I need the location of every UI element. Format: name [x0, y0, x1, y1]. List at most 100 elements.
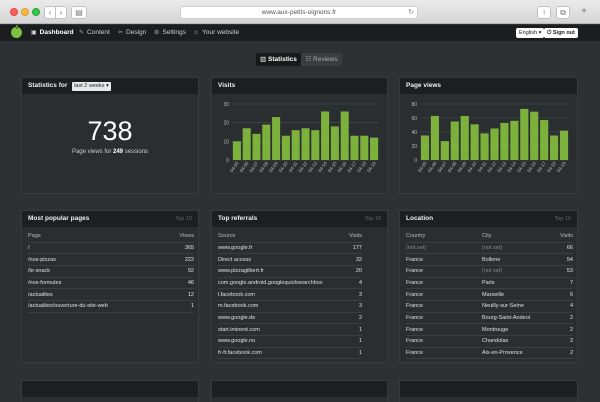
table-row: / 365	[28, 242, 194, 254]
pageviews-ytick-label: 80	[411, 102, 417, 108]
nav-settings-label: Settings	[162, 29, 186, 36]
visits-xtick-label: 04-08	[258, 160, 269, 173]
pageviews-bar[interactable]	[530, 111, 539, 160]
visits-bar[interactable]	[291, 130, 300, 160]
visits-bar[interactable]	[242, 128, 251, 160]
column-header: Views	[179, 233, 194, 240]
table-cell: 4	[358, 279, 362, 286]
address-bar[interactable]: www.aux-petits-oignons.fr ↻	[180, 6, 418, 19]
zoom-window-button[interactable]	[32, 8, 40, 16]
location-top: Top 10	[554, 216, 571, 222]
visits-bar[interactable]	[350, 135, 359, 160]
forward-icon[interactable]: ›	[55, 6, 67, 19]
table-cell: 1	[358, 326, 362, 333]
top-referrals-title: Top referrals	[218, 215, 258, 222]
table-row: /actualites/ouverture-du-site-web 1	[28, 300, 194, 313]
table-row: Direct access 32	[218, 254, 362, 266]
visits-xtick-label: 04-10	[278, 160, 289, 173]
visits-bar[interactable]	[252, 133, 261, 160]
table-cell: Paris	[482, 279, 495, 286]
nav-dashboard[interactable]: ▣ Dashboard	[31, 25, 74, 41]
share-icon[interactable]: ↑	[537, 6, 551, 19]
table-cell: 2	[569, 314, 573, 321]
pageviews-bar[interactable]	[540, 120, 549, 160]
pencil-icon: ✎	[79, 30, 85, 36]
visits-bar[interactable]	[370, 137, 379, 160]
visits-bar[interactable]	[281, 135, 290, 160]
new-tab-icon[interactable]: +	[581, 6, 587, 17]
table-cell: /nos-formules	[28, 279, 62, 286]
table-cell: Direct access	[218, 256, 252, 263]
visits-bar[interactable]	[311, 130, 320, 160]
page-views-caption: Page views for 249 sessions	[22, 149, 198, 155]
pageviews-bar[interactable]	[460, 115, 469, 160]
lower-panel-middle	[211, 380, 388, 402]
visits-bar[interactable]	[262, 124, 271, 160]
pageviews-bar[interactable]	[500, 122, 509, 160]
table-row: m.facebook.com 3	[218, 300, 362, 313]
date-range-select[interactable]: last 2 weeks ▾	[72, 82, 111, 91]
visits-bar[interactable]	[301, 128, 310, 160]
visits-title: Visits	[218, 82, 236, 89]
statistics-title: Statistics for	[28, 82, 68, 89]
logo-icon[interactable]	[11, 25, 22, 38]
nav-dashboard-label: Dashboard	[39, 29, 74, 36]
pageviews-bar[interactable]	[490, 128, 499, 161]
statistics-panel-header: Statistics for last 2 weeks ▾	[22, 78, 198, 94]
table-cell: /	[28, 244, 30, 251]
close-window-button[interactable]	[10, 8, 18, 16]
table-cell: France	[406, 291, 424, 298]
pageviews-xtick-label: 04-14	[506, 160, 517, 173]
visits-bar[interactable]	[272, 117, 281, 160]
minimize-window-button[interactable]	[21, 8, 29, 16]
table-cell: France	[406, 350, 424, 357]
table-cell: 2	[569, 338, 573, 345]
table-row: l.facebook.com 3	[218, 289, 362, 301]
nav-your-website-label: Your website	[202, 29, 240, 36]
browser-chrome: ‹ › ▤ www.aux-petits-oignons.fr ↻ ↑ ⧉ +	[0, 0, 600, 24]
nav-settings[interactable]: ⚙ Settings	[154, 25, 186, 41]
sign-out-button[interactable]: ⏻ Sign out	[544, 28, 578, 38]
pageviews-xtick-label: 04-07	[437, 160, 448, 173]
pageviews-bar[interactable]	[450, 121, 459, 161]
table-cell: m.facebook.com	[218, 303, 259, 310]
tab-reviews[interactable]: ☷ Reviews	[301, 53, 342, 66]
pageviews-bar[interactable]	[510, 120, 519, 160]
visits-bar[interactable]	[340, 111, 349, 160]
table-cell: Marseille	[482, 291, 505, 298]
pageviews-bar[interactable]	[559, 130, 569, 160]
popular-pages-panel: Most popular pages Top 10 Page Views / 36…	[21, 210, 199, 363]
table-cell: 12	[187, 291, 194, 298]
tabs-overview-icon[interactable]: ⧉	[556, 6, 570, 19]
language-select[interactable]: English ▾	[516, 28, 545, 38]
sidebar-icon[interactable]: ▤	[71, 6, 87, 19]
pageviews-bar[interactable]	[430, 115, 439, 160]
pageviews-bar[interactable]	[520, 108, 529, 160]
nav-your-website[interactable]: ☺ Your website	[193, 25, 239, 41]
nav-design[interactable]: ✂ Design	[118, 25, 146, 41]
popular-pages-title: Most popular pages	[28, 215, 90, 222]
pageviews-bar[interactable]	[480, 133, 489, 160]
pageviews-bar[interactable]	[440, 141, 449, 160]
pageviews-panel-header: Page views	[400, 78, 577, 94]
pageviews-bar[interactable]	[470, 124, 479, 160]
visits-bar[interactable]	[321, 111, 330, 160]
reload-icon[interactable]: ↻	[408, 9, 414, 16]
table-cell: 2	[569, 326, 573, 333]
visits-bar[interactable]	[330, 126, 339, 160]
nav-content[interactable]: ✎ Content	[79, 25, 110, 41]
pageviews-xtick-label: 04-06	[427, 160, 438, 173]
table-cell: Aix-en-Provence	[482, 350, 523, 357]
table-cell: 2	[569, 350, 573, 357]
table-cell: 54	[566, 256, 573, 263]
pageviews-bar[interactable]	[550, 135, 559, 161]
visits-bar[interactable]	[360, 135, 369, 160]
sessions-count: 249	[113, 149, 124, 155]
lower-panel-left	[21, 380, 199, 402]
tab-statistics[interactable]: ▥ Statistics	[256, 53, 301, 66]
table-cell: France	[406, 256, 424, 263]
caption-suffix: sessions	[124, 149, 149, 155]
visits-bar[interactable]	[232, 141, 241, 160]
table-cell: (not set)	[482, 244, 503, 251]
pageviews-bar[interactable]	[420, 135, 430, 161]
